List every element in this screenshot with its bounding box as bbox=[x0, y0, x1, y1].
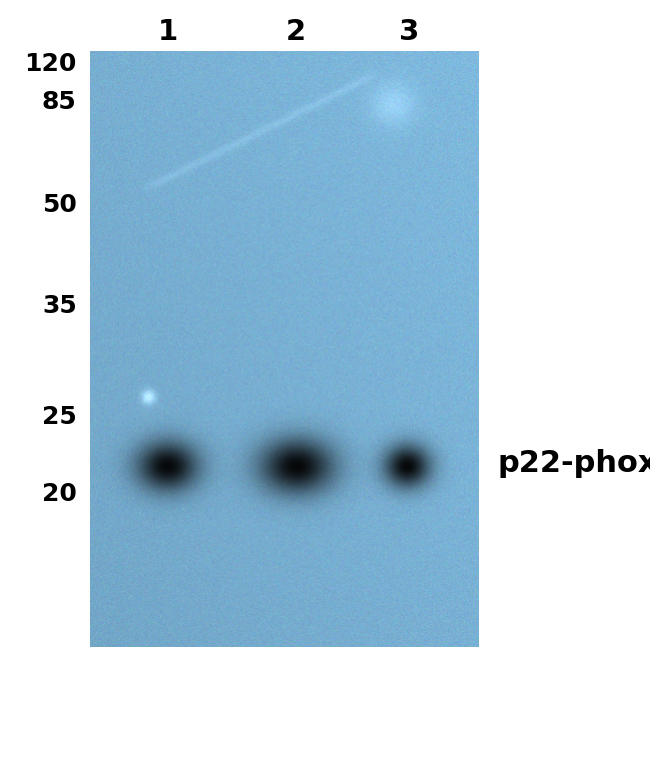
Text: 2: 2 bbox=[286, 18, 306, 46]
Text: 1: 1 bbox=[157, 18, 178, 46]
Text: 3: 3 bbox=[399, 18, 420, 46]
Text: 20: 20 bbox=[42, 482, 77, 506]
Text: 25: 25 bbox=[42, 405, 77, 430]
Text: p22-phox: p22-phox bbox=[497, 449, 650, 478]
Text: 35: 35 bbox=[42, 294, 77, 319]
Text: 120: 120 bbox=[24, 51, 77, 76]
Text: 85: 85 bbox=[42, 90, 77, 114]
Text: 50: 50 bbox=[42, 193, 77, 218]
